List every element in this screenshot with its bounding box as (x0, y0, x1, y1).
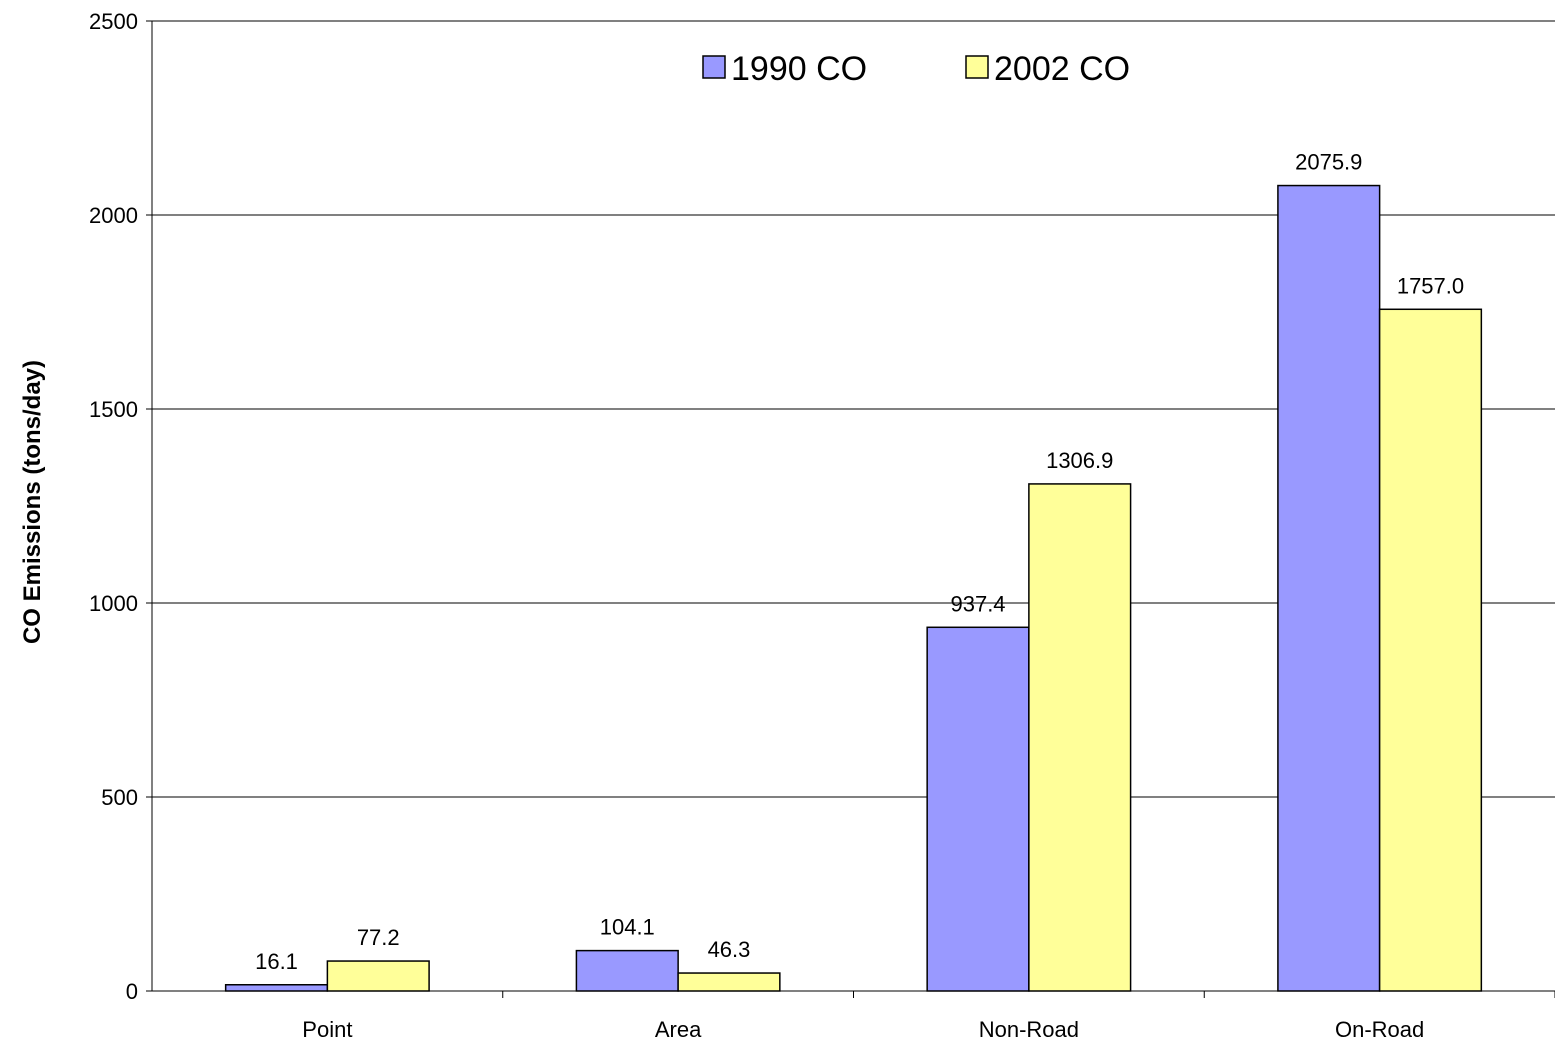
data-label: 104.1 (600, 915, 655, 940)
data-label: 16.1 (255, 949, 298, 974)
data-label: 46.3 (708, 937, 751, 962)
legend-label: 1990 CO (731, 50, 867, 88)
legend: 1990 CO 2002 CO (702, 50, 1130, 88)
x-axis-categories: Point Area Non-Road On-Road (302, 991, 1555, 1042)
y-tick-label: 1500 (89, 397, 138, 422)
data-label: 2075.9 (1295, 150, 1362, 175)
y-tick-label: 2500 (89, 9, 138, 34)
x-category-label: Non-Road (979, 1017, 1079, 1042)
data-label: 1757.0 (1397, 273, 1464, 298)
bar-2002-co-on-road (1378, 308, 1483, 992)
y-axis-label: CO Emissions (tons/day) (19, 360, 46, 644)
bar-2002-co-area (677, 972, 781, 992)
bar-1990-co-non-road (926, 626, 1030, 992)
bar-2002-co-non-road (1028, 483, 1132, 992)
bar-1990-co-point (224, 984, 329, 992)
y-tick-label: 500 (101, 785, 138, 810)
x-category-label: On-Road (1335, 1017, 1424, 1042)
x-category-label: Area (655, 1017, 702, 1042)
legend-swatch (965, 55, 989, 79)
bar-2002-co-point (326, 960, 430, 992)
y-axis-ticks: 0 500 1000 1500 2000 2500 (89, 9, 152, 1004)
data-labels: 16.1 77.2 104.1 46.3 937.4 1306.9 2075.9 1757.0 (255, 150, 1464, 974)
data-label: 937.4 (950, 591, 1005, 616)
y-tick-label: 2000 (89, 203, 138, 228)
x-category-label: Point (302, 1017, 352, 1042)
legend-label: 2002 CO (994, 50, 1130, 88)
bars (224, 184, 1483, 992)
data-label: 1306.9 (1046, 448, 1113, 473)
y-tick-label: 1000 (89, 591, 138, 616)
legend-swatch (702, 55, 726, 79)
bar-1990-co-on-road (1277, 184, 1381, 992)
y-tick-label: 0 (126, 979, 138, 1004)
data-label: 77.2 (357, 925, 400, 950)
bar-1990-co-area (575, 949, 679, 992)
